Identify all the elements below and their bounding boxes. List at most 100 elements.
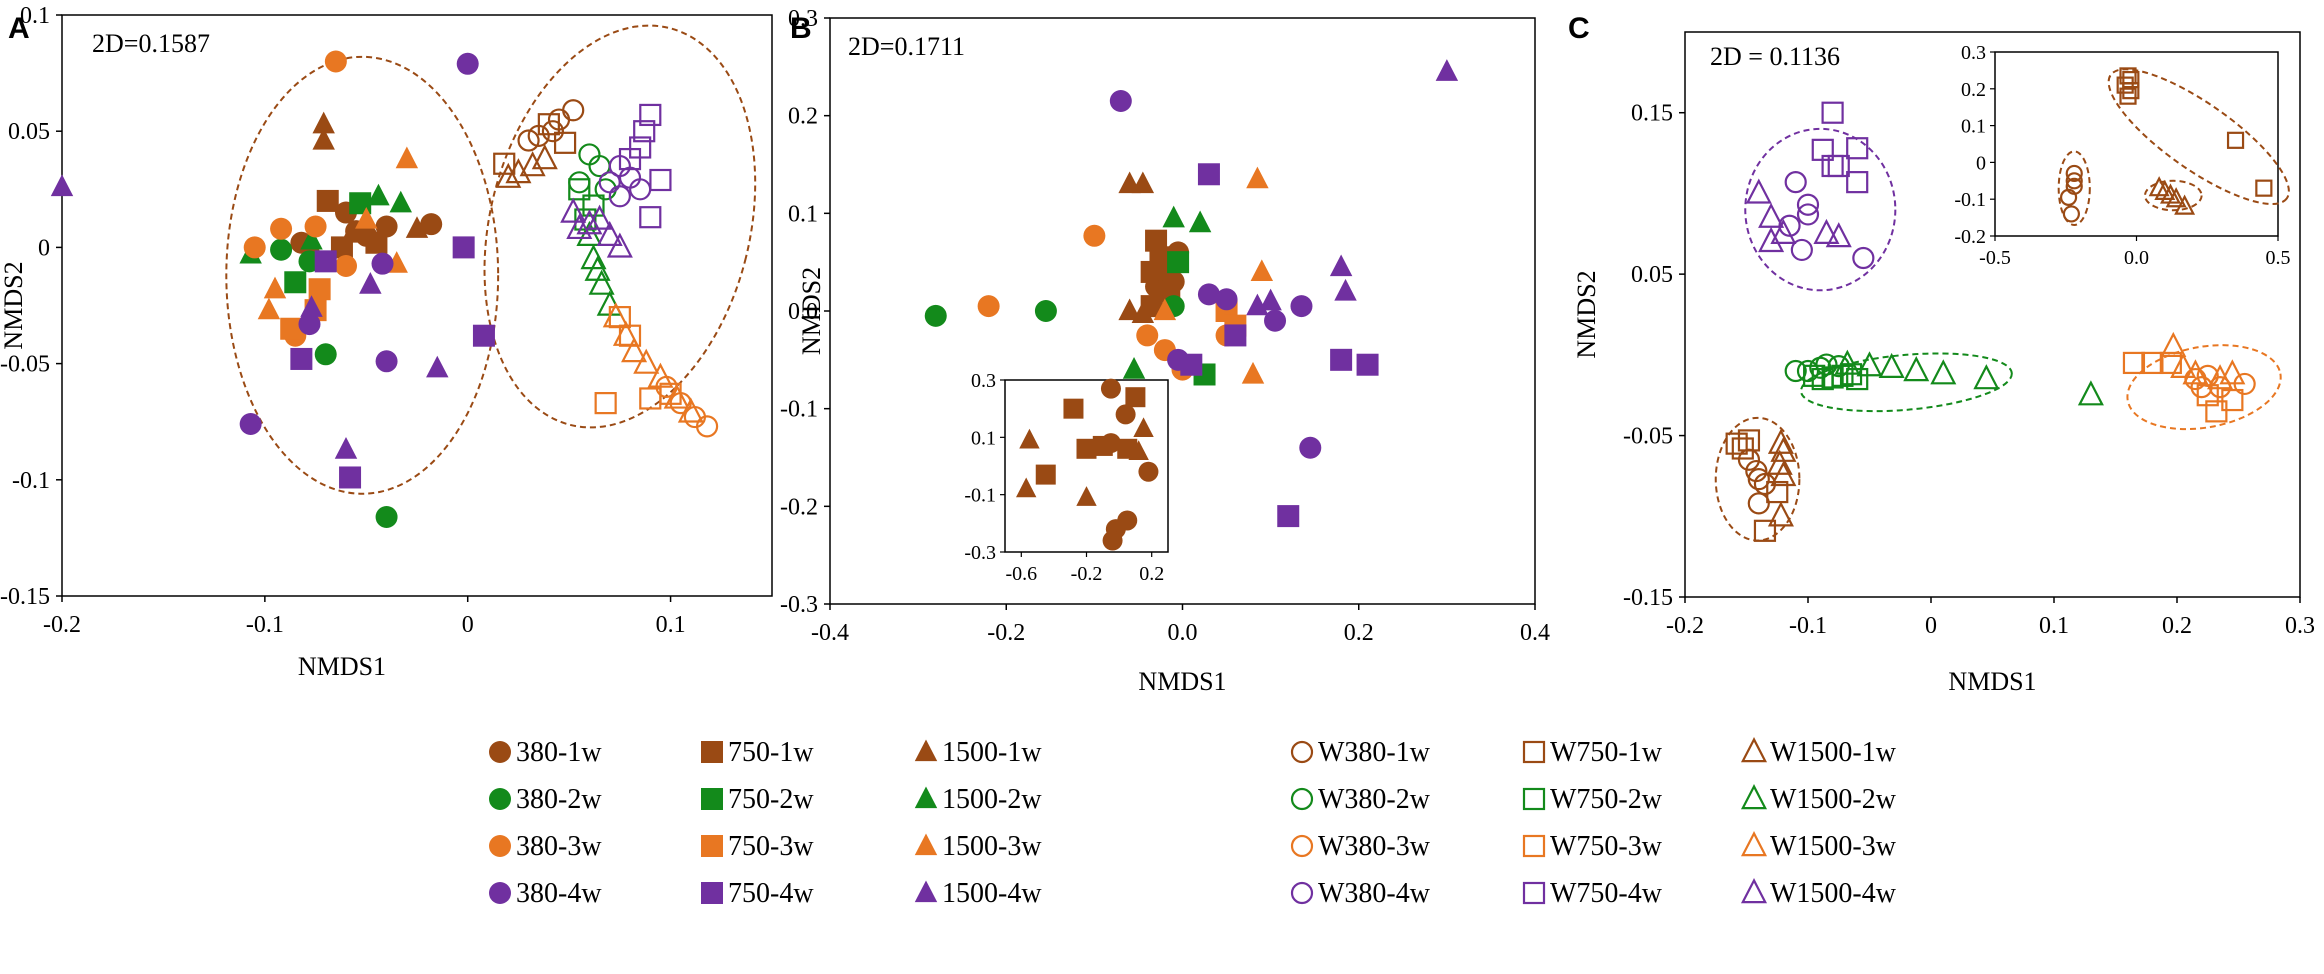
legend-filled-label-1500-3w: 1500-3w	[942, 831, 1042, 862]
panel-b-y-tick-label: 0.3	[788, 6, 818, 32]
panel-c-x-tick-label: -0.1	[1789, 613, 1827, 639]
panel-a-point-square-1w-open	[553, 131, 577, 154]
panel-c-inset-point-circle-1w-open	[2059, 188, 2078, 206]
panel-a-point-triangle-1w	[312, 111, 335, 134]
panel-a-point-circle-4w	[456, 52, 479, 75]
panel-b-point-circle-3w	[977, 295, 1000, 318]
panel-b-point-square-4w	[1180, 353, 1203, 376]
panel-c-point-triangle-2w-open	[2077, 380, 2104, 406]
panel-c-point-square-2w-open	[1803, 364, 1826, 387]
panel-a-stress-annotation: 2D=0.1587	[92, 29, 210, 58]
panel-a-point-triangle-4w	[426, 355, 449, 378]
panel-b-point-triangle-3w	[1241, 361, 1265, 384]
panel-c-y-tick-label: -0.15	[1623, 585, 1673, 611]
panel-c-point-triangle-2w-open	[1903, 356, 1930, 382]
panel-b-inset-point-circle-1w	[1100, 378, 1121, 399]
panel-c-point-triangle-3w-open	[2182, 359, 2209, 385]
panel-a-point-triangle-3w-open	[633, 348, 660, 374]
panel-c-point-square-3w-open	[2221, 388, 2244, 412]
panel-a-point-circle-2w	[375, 505, 398, 528]
legend-filled-label-380-4w: 380-4w	[516, 878, 602, 909]
panel-c-inset-point-triangle-1w-open	[2165, 187, 2187, 208]
panel-c-point-triangle-1w-open	[1770, 460, 1797, 487]
panel-a-point-square-4w-open	[649, 168, 672, 192]
panel-a-y-tick-label: -0.05	[0, 352, 50, 378]
panel-b-inset-x-tick-label: 0.2	[1139, 563, 1164, 585]
panel-c-inset-y-tick-label: -0.1	[1954, 189, 1986, 211]
panel-c-cluster-ellipse-3	[2126, 344, 2282, 431]
panel-c-point-triangle-2w-open	[1834, 349, 1861, 375]
panel-b-x-tick-label: -0.2	[987, 620, 1025, 646]
panel-a-point-triangle-4w	[334, 437, 358, 459]
panel-c-point-triangle-4w-open	[1825, 222, 1852, 248]
panel-c-point-triangle-2w-open	[1973, 364, 2000, 390]
panel-a-y-tick-label: 0.05	[8, 119, 50, 145]
panel-a-point-triangle-4w	[359, 272, 382, 294]
panel-b-letter: B	[790, 12, 812, 45]
panel-c-inset-cluster-ellipse-1	[2057, 150, 2091, 226]
panel-a-point-square-2w	[284, 271, 307, 294]
panel-c-cluster-ellipse-4	[1714, 416, 1801, 542]
panel-c: C 2D = 0.1136 -0.2 -0.1 0 0.1 0.2 0.3 -0.15 -0.05…	[1568, 12, 2315, 696]
panel-a-point-square-2w-open	[582, 194, 605, 217]
panel-c-inset-x-tick-label: 0.5	[2266, 247, 2291, 269]
legend-open-marker-W380-2w	[1290, 787, 1314, 811]
legend-open-marker-W380-1w	[1290, 740, 1314, 764]
legend-open-label-W380-1w: W380-1w	[1318, 737, 1431, 768]
panel-b-point-square-1w	[1140, 295, 1163, 318]
legend-open-marker-W750-4w	[1522, 881, 1546, 905]
panel-c-point-circle-2w-open	[1784, 359, 1807, 383]
panel-a: A 2D=0.1587 -0.2 -0.1 0 0.1 -0.15 -0.1 -0.05 0 0.0…	[0, 3, 773, 681]
panel-c-point-square-3w-open	[2122, 351, 2146, 375]
legend-filled-label-380-3w: 380-3w	[516, 831, 602, 862]
panel-a-point-circle-1w	[420, 213, 443, 236]
panel-b-point-square-4w	[1224, 324, 1247, 347]
panel-c-inset-point-circle-1w-open	[2065, 172, 2083, 190]
panel-b-inset-x-tick-label: -0.2	[1071, 563, 1103, 585]
panel-c-plot-frame	[1684, 31, 2301, 598]
panel-b-inset-y-tick-label: 0.3	[971, 370, 996, 392]
panel-c-point-circle-4w-open	[1852, 246, 1875, 270]
panel-b-inset-point-square-1w	[1035, 464, 1056, 485]
panel-a-point-triangle-1w	[312, 127, 335, 150]
panel-a-point-circle-4w-open	[618, 166, 642, 189]
panel-c-inset-y-tick-label: -0.2	[1954, 226, 1986, 248]
panel-a-letter: A	[8, 12, 30, 45]
panel-c-point-square-1w-open	[1753, 519, 1777, 542]
panel-b-point-square-4w	[1330, 348, 1353, 371]
legend-filled-marker-1500-3w	[914, 833, 938, 856]
panel-c-x-tick-label: 0.1	[2039, 613, 2069, 639]
panel-b-inset-y-tick-label: 0.1	[971, 427, 996, 449]
panel-a-point-square-1w	[365, 231, 388, 254]
panel-c-inset-point-square-1w-open	[2255, 179, 2273, 197]
panel-a-point-square-1w	[316, 189, 339, 212]
panel-a-point-triangle-2w-open	[588, 269, 615, 295]
panel-b-point-triangle-3w	[1153, 298, 1177, 321]
panel-c-point-circle-3w-open	[2190, 376, 2213, 399]
legend-open-marker-W750-2w	[1522, 787, 1546, 811]
legend-open-label-W750-4w: W750-4w	[1550, 878, 1663, 909]
panel-b-point-triangle-4w	[1334, 278, 1357, 301]
panel-b-y-tick-label: -0.2	[780, 494, 818, 520]
legend-filled-label-750-1w: 750-1w	[728, 737, 814, 768]
panel-a-plot-frame	[61, 14, 773, 597]
panel-a-point-circle-4w-open	[629, 178, 652, 201]
panel-b-point-triangle-1w	[1118, 298, 1141, 321]
panel-c-inset-point-square-1w-open	[2116, 76, 2134, 94]
panel-b-x-axis-label: NMDS1	[1138, 667, 1226, 696]
panel-b-inset-point-triangle-1w	[1133, 417, 1154, 438]
panel-b-inset-point-square-1w	[1063, 398, 1084, 419]
panel-c-inset-point-circle-1w-open	[2062, 205, 2081, 223]
panel-b-inset-point-circle-1w	[1138, 461, 1159, 482]
legend-open-marker-W1500-3w	[1740, 831, 1768, 857]
legend-filled-marker-750-3w	[701, 835, 723, 857]
panel-c-x-tick-label: -0.2	[1666, 613, 1704, 639]
legend-filled-marker-380-3w	[489, 835, 511, 857]
panel-a-point-triangle-4w-open	[576, 209, 603, 235]
panel-c-point-triangle-4w-open	[1813, 218, 1840, 244]
panel-b-x-tick-label: 0.4	[1520, 620, 1550, 646]
panel-c-point-square-1w-open	[1766, 480, 1789, 504]
panel-c-point-triangle-2w-open	[1878, 352, 1905, 378]
panel-a-point-triangle-4w-open	[566, 213, 593, 240]
